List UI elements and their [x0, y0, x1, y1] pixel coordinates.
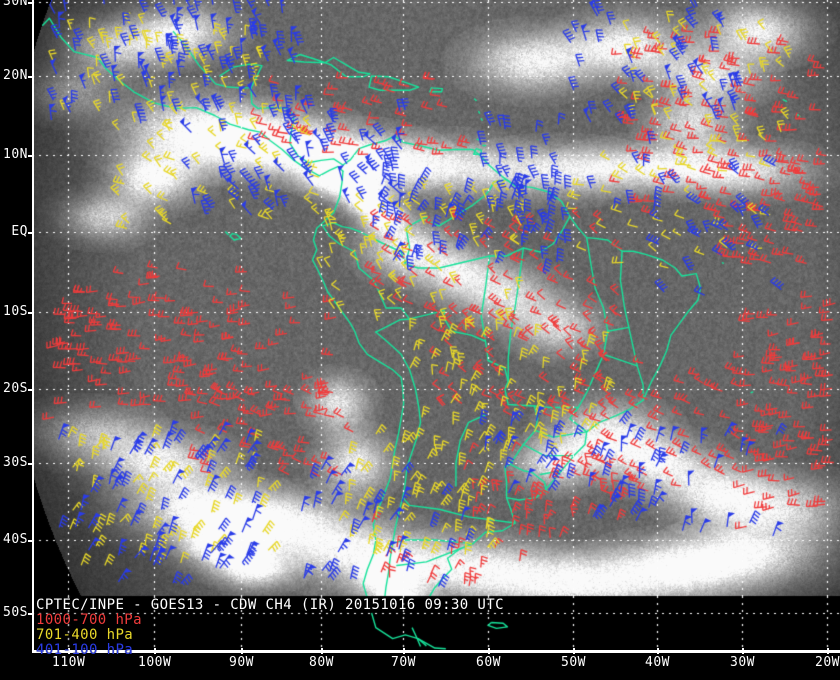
y-tick-label: 20S: [3, 381, 28, 396]
y-tick-label: EQ: [11, 224, 28, 239]
x-tickmark: [573, 648, 575, 654]
y-tickmark: [28, 613, 34, 615]
legend: CPTEC/INPE - GOES13 - CDW CH4 (IR) 20151…: [36, 598, 504, 658]
y-tick-label: 30S: [3, 455, 28, 470]
y-tickmark: [28, 76, 34, 78]
y-tickmark: [28, 540, 34, 542]
y-tick-label: 10N: [3, 147, 28, 162]
x-tickmark: [241, 648, 243, 654]
x-tickmark: [657, 648, 659, 654]
y-tickmark: [28, 463, 34, 465]
x-tick-label: 80W: [309, 655, 334, 670]
x-tick-label: 100W: [138, 655, 172, 670]
x-tickmark: [68, 648, 70, 654]
satellite-image-plot: [32, 0, 840, 650]
y-tick-label: 10S: [3, 304, 28, 319]
legend-title: CPTEC/INPE - GOES13 - CDW CH4 (IR) 20151…: [36, 597, 504, 613]
y-tick-label: 20N: [3, 68, 28, 83]
x-axis-line: [32, 650, 840, 653]
x-tickmark: [321, 648, 323, 654]
x-tick-label: 50W: [561, 655, 586, 670]
x-tick-label: 30W: [730, 655, 755, 670]
x-tick-label: 110W: [52, 655, 86, 670]
x-tick-label: 40W: [645, 655, 670, 670]
y-tickmark: [28, 312, 34, 314]
y-tick-label: 30N: [3, 0, 28, 9]
x-tickmark: [827, 648, 829, 654]
y-tick-label: 40S: [3, 532, 28, 547]
x-tickmark: [742, 648, 744, 654]
x-tickmark: [488, 648, 490, 654]
x-tick-label: 60W: [476, 655, 501, 670]
x-tick-label: 70W: [391, 655, 416, 670]
y-tickmark: [28, 232, 34, 234]
y-tick-label: 50S: [3, 605, 28, 620]
x-tick-label: 90W: [229, 655, 254, 670]
y-axis-line: [32, 0, 34, 652]
x-tick-label: 20W: [815, 655, 840, 670]
x-tickmark: [403, 648, 405, 654]
legend-level-high: 401-100 hPa: [36, 642, 134, 658]
x-tickmark: [154, 648, 156, 654]
legend-level-mid: 701-400 hPa: [36, 627, 134, 643]
y-tickmark: [28, 2, 34, 4]
y-tickmark: [28, 389, 34, 391]
satellite-ir-canvas: [32, 0, 840, 650]
y-tickmark: [28, 155, 34, 157]
legend-level-low: 1000-700 hPa: [36, 612, 142, 628]
